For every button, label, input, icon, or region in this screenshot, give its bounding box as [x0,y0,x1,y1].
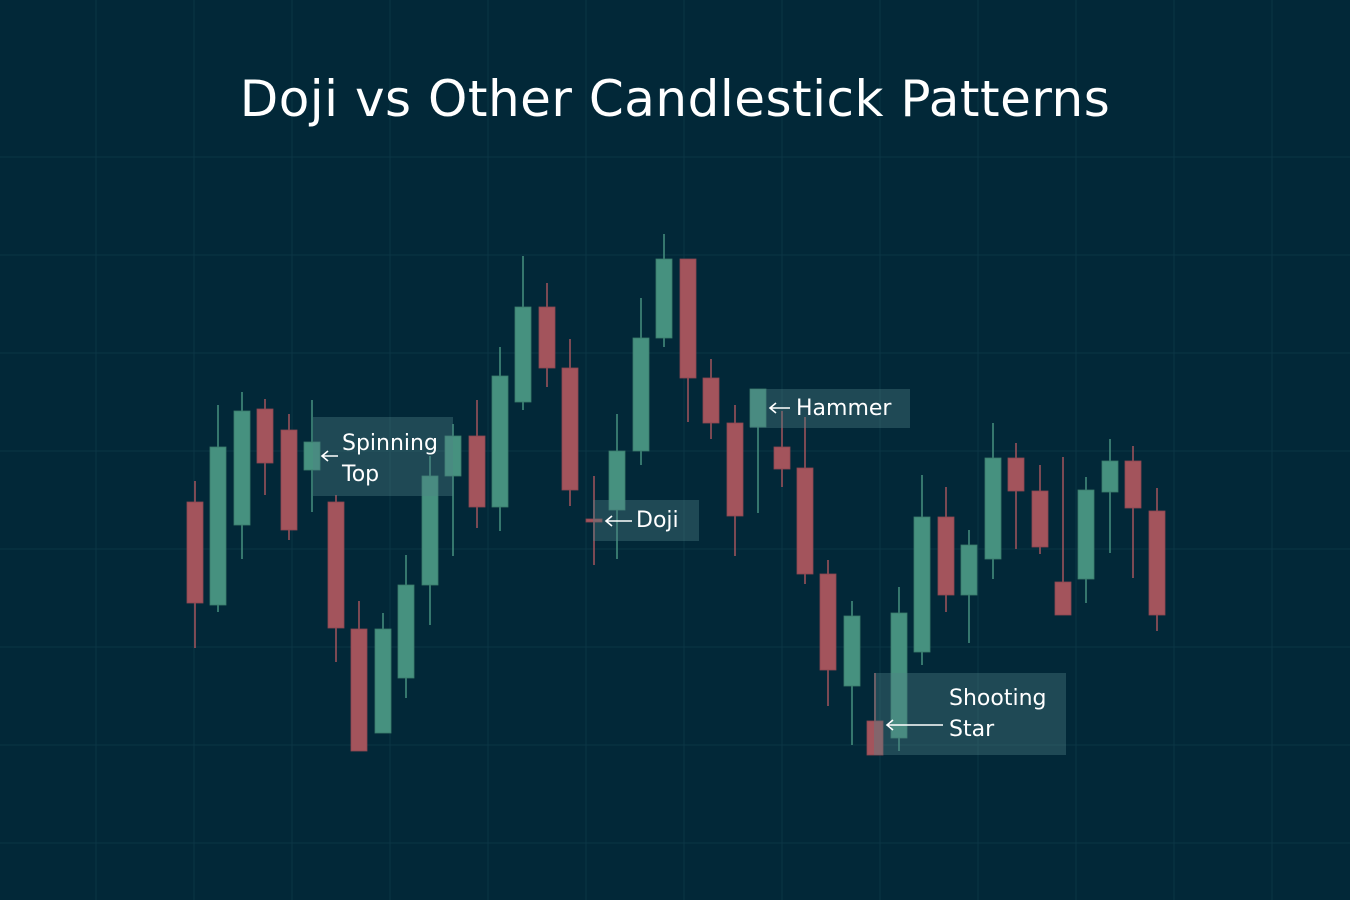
candle [561,339,579,506]
candle [491,347,509,531]
candle-body [186,501,204,604]
label-line: Spinning [342,431,438,456]
candle-body [538,306,556,369]
candle [303,400,321,512]
candle-body [327,501,345,629]
candle-body [374,628,392,734]
candle [1054,457,1072,616]
candle [749,388,767,513]
candle [468,400,486,528]
label-line: Hammer [796,396,892,421]
candle [421,456,439,625]
candle [585,476,603,565]
candle [984,423,1002,579]
candle-body [726,422,744,517]
candle [1077,477,1095,603]
candle [608,414,626,559]
spinning-top-label-text: Spinning Top [342,428,438,490]
candle [1148,488,1166,631]
candle-body [937,516,955,596]
candle [726,405,744,556]
candle-body [233,410,251,526]
candle-body [866,720,884,756]
candle-body [561,367,579,491]
candle [209,405,227,612]
candle [960,530,978,643]
candle-body [1148,510,1166,616]
chart-title: Doji vs Other Candlestick Patterns [239,70,1111,128]
label-line: Star [949,717,995,742]
candle [538,283,556,387]
candle [350,601,368,752]
candle [937,487,955,612]
doji-label-text: Doji [636,505,679,536]
candle-body [843,615,861,687]
candle [632,298,650,465]
candle [1031,465,1049,554]
candle [819,560,837,706]
candle-body [1031,490,1049,548]
candle [444,424,462,556]
label-line: Shooting [949,686,1047,711]
candle-body [350,628,368,752]
candle-body [984,457,1002,560]
candle-body [514,306,532,403]
candle [655,234,673,347]
candle-body [1054,581,1072,616]
shooting-star-label [874,673,1066,755]
candle-body [1124,460,1142,509]
candle-body [796,467,814,575]
candle [679,258,697,422]
candle [397,555,415,698]
candle [514,256,532,410]
candle-body [608,450,626,511]
candle [843,601,861,745]
candle [796,417,814,584]
candle [280,414,298,540]
candle-body [468,435,486,508]
candle-body [702,377,720,424]
candle [773,411,791,487]
candle-body [655,258,673,339]
candle-body [491,375,509,508]
candle-body [773,446,791,470]
candle [327,495,345,662]
candle-body [1101,460,1119,493]
candle-body [632,337,650,452]
label-line: Doji [636,508,679,533]
candle [374,613,392,734]
candle-body [819,573,837,671]
candle [256,399,274,495]
candle-body [585,518,603,523]
candle-body [444,435,462,477]
candle [186,481,204,648]
candle-body [209,446,227,606]
candle-body [960,544,978,596]
candle-body [280,429,298,531]
label-line: Top [342,462,380,487]
candle-body [397,584,415,679]
candle [1124,446,1142,578]
candle-body [1077,489,1095,580]
candle-body [421,475,439,586]
shooting-star-label-text: Shooting Star [949,683,1046,745]
hammer-label-text: Hammer [796,393,891,424]
candle [866,673,884,756]
candle-body [749,388,767,428]
candle [702,359,720,439]
candle-body [256,408,274,464]
candle [913,475,931,665]
candle [1101,439,1119,553]
candle-body [303,441,321,471]
candle [233,392,251,559]
candle-body [679,258,697,379]
candle-body [890,612,908,739]
candle [1007,443,1025,549]
candle-body [1007,457,1025,492]
candle-body [913,516,931,653]
